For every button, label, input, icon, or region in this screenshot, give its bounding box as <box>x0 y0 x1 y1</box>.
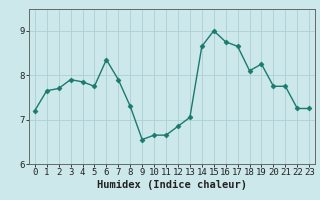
X-axis label: Humidex (Indice chaleur): Humidex (Indice chaleur) <box>97 180 247 190</box>
